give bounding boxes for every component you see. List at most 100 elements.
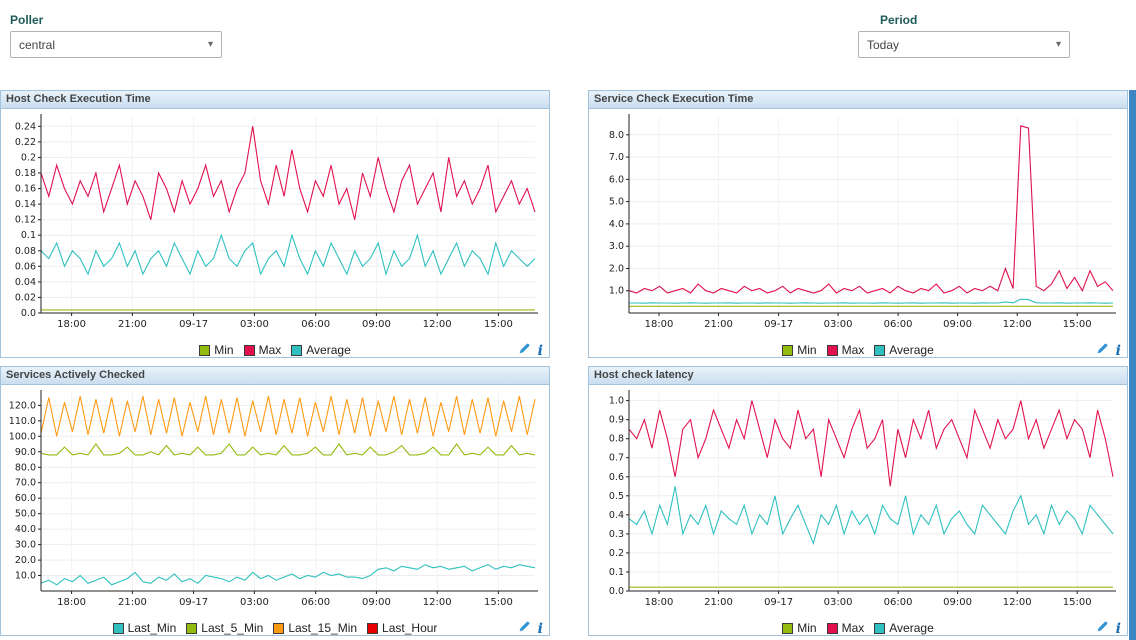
svg-text:8.0: 8.0 — [609, 130, 624, 141]
chevron-down-icon: ▾ — [207, 39, 213, 50]
legend-item: Last_5_Min — [186, 621, 263, 635]
legend: Min Max Average — [199, 343, 351, 357]
legend-swatch — [199, 344, 211, 356]
graph-info-icon[interactable]: i — [1115, 343, 1121, 359]
legend: Min Max Average — [782, 343, 934, 357]
legend-swatch — [782, 622, 794, 634]
svg-text:06:00: 06:00 — [884, 597, 913, 608]
svg-text:5.0: 5.0 — [609, 197, 624, 208]
legend-label: Average — [889, 621, 934, 635]
period-select[interactable]: Today ▾ — [858, 31, 1070, 58]
legend-label: Max — [841, 343, 865, 357]
svg-text:100.0: 100.0 — [9, 431, 36, 442]
svg-text:21:00: 21:00 — [704, 597, 733, 608]
svg-text:60.0: 60.0 — [15, 493, 36, 504]
svg-text:0.1: 0.1 — [609, 567, 624, 578]
legend-item: Last_Hour — [367, 621, 437, 635]
svg-text:0.0: 0.0 — [609, 586, 624, 597]
svg-text:06:00: 06:00 — [301, 597, 330, 608]
panel-footer: Last_Min Last_5_Min Last_15_Min Last_Hour i — [1, 616, 549, 640]
chart-service-check-execution-time[interactable]: 1.0 2.0 3.0 4.0 5.0 6.0 7.0 8.0 18:00 21:00 09-17 0… — [589, 109, 1127, 338]
svg-text:18:00: 18:00 — [57, 319, 86, 330]
chart-host-check-execution-time[interactable]: 0.0 0.02 0.04 0.06 0.08 0.1 0.12 0.14 0.16 0.18 0.… — [1, 109, 549, 338]
legend-label: Min — [797, 343, 817, 357]
svg-text:03:00: 03:00 — [824, 597, 853, 608]
svg-text:3.0: 3.0 — [609, 241, 624, 252]
svg-text:6.0: 6.0 — [609, 174, 624, 185]
legend-label: Last_Hour — [382, 621, 438, 635]
svg-text:70.0: 70.0 — [15, 478, 36, 489]
graph-info-icon[interactable]: i — [537, 621, 543, 637]
legend-item: Max — [826, 621, 865, 635]
svg-text:120.0: 120.0 — [9, 400, 36, 411]
svg-text:20.0: 20.0 — [15, 555, 36, 566]
svg-text:12:00: 12:00 — [423, 319, 452, 330]
legend-label: Max — [258, 343, 282, 357]
svg-text:12:00: 12:00 — [1003, 597, 1032, 608]
chevron-down-icon: ▾ — [1055, 39, 1061, 50]
svg-text:03:00: 03:00 — [824, 319, 853, 330]
svg-text:1.0: 1.0 — [609, 396, 624, 407]
svg-text:09-17: 09-17 — [764, 319, 793, 330]
legend-item: Max — [826, 343, 865, 357]
svg-text:0.6: 0.6 — [609, 472, 624, 483]
edit-graph-icon[interactable] — [1096, 620, 1109, 638]
legend-label: Average — [889, 343, 934, 357]
panel-host-check-latency: Host check latency 0.0 0.1 0.2 0.3 0.4 0.5 0.6… — [588, 366, 1128, 636]
svg-text:0.3: 0.3 — [609, 529, 624, 540]
period-select-value: Today — [867, 37, 900, 52]
legend-label: Average — [306, 343, 351, 357]
svg-text:0.4: 0.4 — [609, 510, 624, 521]
panel-title: Service Check Execution Time — [589, 91, 1127, 109]
svg-text:09:00: 09:00 — [362, 319, 391, 330]
svg-text:80.0: 80.0 — [15, 462, 36, 473]
chart-svg: 0.0 0.02 0.04 0.06 0.08 0.1 0.12 0.14 0.16 0.18 0.… — [15, 114, 538, 330]
legend-item: Min — [199, 343, 234, 357]
svg-text:0.08: 0.08 — [15, 246, 36, 257]
legend-item: Average — [874, 343, 934, 357]
legend-item: Average — [874, 621, 934, 635]
legend-swatch — [874, 622, 886, 634]
svg-text:0.12: 0.12 — [15, 215, 36, 226]
chart-services-actively-checked[interactable]: 10.0 20.0 30.0 40.0 50.0 60.0 70.0 80.0 90.0 100.… — [1, 385, 549, 616]
svg-text:09-17: 09-17 — [179, 597, 208, 608]
svg-text:12:00: 12:00 — [1003, 319, 1032, 330]
svg-text:06:00: 06:00 — [301, 319, 330, 330]
svg-text:90.0: 90.0 — [15, 447, 36, 458]
svg-text:0.7: 0.7 — [609, 453, 624, 464]
poller-select[interactable]: central ▾ — [10, 31, 222, 58]
panel-footer: Min Max Average i — [589, 338, 1127, 362]
edit-graph-icon[interactable] — [518, 342, 531, 360]
legend-label: Last_5_Min — [201, 621, 264, 635]
svg-text:30.0: 30.0 — [15, 540, 36, 551]
chart-svg: 0.0 0.1 0.2 0.3 0.4 0.5 0.6 0.7 0.8 0.9 1.0 18:00 21… — [609, 390, 1116, 608]
svg-text:15:00: 15:00 — [1063, 319, 1092, 330]
chart-svg: 1.0 2.0 3.0 4.0 5.0 6.0 7.0 8.0 18:00 21:00 09-17 0… — [609, 114, 1116, 330]
period-label: Period — [880, 13, 918, 27]
legend-swatch — [243, 344, 255, 356]
chart-host-check-latency[interactable]: 0.0 0.1 0.2 0.3 0.4 0.5 0.6 0.7 0.8 0.9 1.0 18:00 21… — [589, 385, 1127, 616]
legend-swatch — [782, 344, 794, 356]
svg-text:18:00: 18:00 — [645, 319, 674, 330]
graph-info-icon[interactable]: i — [537, 343, 543, 359]
svg-text:0.0: 0.0 — [21, 308, 36, 319]
edit-graph-icon[interactable] — [1096, 342, 1109, 360]
svg-text:09-17: 09-17 — [764, 597, 793, 608]
svg-text:15:00: 15:00 — [1063, 597, 1092, 608]
svg-text:10.0: 10.0 — [15, 571, 36, 582]
poller-select-value: central — [19, 37, 56, 52]
legend: Last_Min Last_5_Min Last_15_Min Last_Hour — [112, 621, 437, 635]
legend-item: Last_Min — [112, 621, 176, 635]
edit-graph-icon[interactable] — [518, 620, 531, 638]
svg-text:0.9: 0.9 — [609, 415, 624, 426]
svg-text:0.8: 0.8 — [609, 434, 624, 445]
svg-text:15:00: 15:00 — [484, 319, 513, 330]
svg-text:0.1: 0.1 — [21, 230, 36, 241]
graph-info-icon[interactable]: i — [1115, 621, 1121, 637]
svg-text:06:00: 06:00 — [884, 319, 913, 330]
svg-text:1.0: 1.0 — [609, 286, 624, 297]
legend-item: Last_15_Min — [273, 621, 357, 635]
legend-label: Max — [841, 621, 865, 635]
svg-text:0.5: 0.5 — [609, 491, 624, 502]
svg-text:0.02: 0.02 — [15, 292, 36, 303]
